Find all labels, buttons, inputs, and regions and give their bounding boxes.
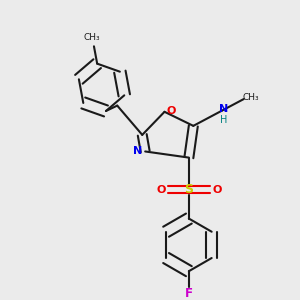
Text: F: F: [185, 287, 193, 300]
Text: H: H: [220, 115, 227, 125]
Text: CH₃: CH₃: [84, 33, 101, 42]
Text: S: S: [184, 183, 194, 196]
Text: CH₃: CH₃: [242, 93, 259, 102]
Text: O: O: [156, 185, 166, 195]
Text: N: N: [219, 104, 228, 114]
Text: N: N: [134, 146, 143, 157]
Text: O: O: [167, 106, 176, 116]
Text: O: O: [212, 185, 221, 195]
